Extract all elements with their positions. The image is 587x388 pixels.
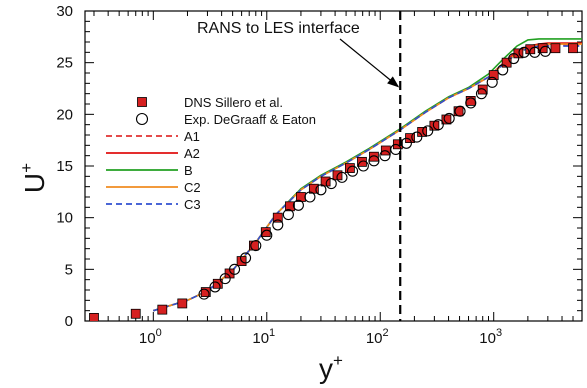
dns-marker	[369, 151, 379, 162]
exp-marker	[304, 191, 316, 203]
exp-marker	[379, 150, 391, 162]
exp-marker	[497, 64, 509, 76]
exp-marker	[315, 184, 327, 196]
legend-label: C3	[184, 197, 201, 212]
annotation-arrow	[339, 38, 399, 87]
x-tick-label: 102	[366, 327, 389, 347]
legend: DNS Sillero et al. Exp. DeGraaff & Eaton A…	[106, 95, 316, 212]
exp-marker	[229, 263, 241, 275]
series-line-b	[153, 38, 582, 312]
x-tick-label: 103	[479, 327, 502, 347]
plot-frame	[84, 10, 583, 322]
exp-marker	[209, 281, 221, 293]
exp-marker	[239, 252, 252, 264]
exp-marker	[432, 119, 444, 131]
legend-label: Exp. DeGraaff & Eaton	[184, 112, 316, 127]
exp-marker	[475, 88, 488, 100]
annotation-text: RANS to LES interface	[197, 20, 360, 37]
dns-marker	[488, 70, 499, 80]
y-axis-title: U+	[17, 163, 50, 193]
y-tick-label: 25	[56, 55, 73, 72]
y-tick-label: 0	[65, 313, 73, 330]
exp-marker	[272, 219, 284, 231]
exp-marker	[292, 199, 304, 211]
exp-marker	[198, 288, 210, 300]
legend-marker-exp	[135, 112, 149, 126]
series-line-a2	[153, 42, 582, 312]
legend-marker-dns	[137, 97, 147, 107]
exp-marker	[465, 97, 477, 109]
series-line-c2	[153, 43, 582, 312]
dns-marker	[200, 287, 211, 297]
axis-labels: U+ y+	[17, 163, 343, 384]
exp-marker	[539, 45, 551, 57]
series-line-a1	[153, 44, 582, 312]
exp-marker	[368, 155, 380, 167]
axis-ticks: 100 101 102 103 0 5 10 15 20 25 30	[56, 3, 583, 347]
dns-marker	[89, 312, 99, 321]
dns-marker	[320, 176, 331, 187]
y-tick-label: 30	[56, 3, 73, 20]
exp-marker	[390, 143, 402, 156]
exp-marker	[454, 105, 466, 117]
dns-marker	[130, 308, 141, 319]
legend-label: B	[184, 163, 193, 178]
dns-marker	[550, 43, 561, 54]
dns-marker	[272, 212, 283, 223]
annotation: RANS to LES interface	[197, 11, 402, 321]
dns-marker	[177, 298, 188, 309]
exp-marker	[219, 273, 231, 285]
exp-marker	[336, 171, 348, 183]
dns-marker	[344, 163, 355, 173]
y-tick-label: 15	[56, 158, 73, 175]
exp-marker	[518, 46, 530, 58]
legend-label: C2	[184, 180, 201, 195]
dns-marker	[157, 304, 168, 315]
exp-marker	[422, 125, 434, 137]
exp-marker	[486, 76, 498, 88]
legend-label: DNS Sillero et al.	[184, 95, 283, 110]
exp-marker	[411, 131, 423, 143]
exp-marker	[250, 240, 262, 252]
y-tick-label: 10	[56, 210, 73, 227]
exp-marker	[443, 112, 455, 125]
exp-marker	[508, 52, 520, 65]
x-axis-title: y+	[319, 351, 343, 384]
y-tick-label: 20	[56, 106, 73, 123]
exp-marker	[346, 165, 359, 177]
x-tick-label: 100	[139, 327, 162, 347]
exp-marker	[529, 46, 541, 58]
dns-marker	[285, 201, 295, 212]
annotation-arrowhead	[387, 76, 400, 88]
exp-marker	[282, 209, 294, 221]
legend-label: A1	[184, 129, 200, 144]
dns-marker	[441, 114, 452, 125]
x-tick-label: 101	[252, 327, 275, 347]
series-markers	[89, 43, 578, 321]
y-tick-label: 5	[65, 261, 73, 278]
exp-marker	[325, 178, 337, 190]
dns-marker	[392, 139, 403, 150]
series-line-c3	[153, 45, 582, 312]
legend-label: A2	[184, 146, 200, 161]
exp-marker	[261, 229, 273, 241]
exp-marker	[357, 160, 369, 172]
series-lines	[153, 38, 582, 312]
exp-marker	[400, 137, 412, 149]
dns-marker	[568, 43, 578, 54]
dns-marker	[212, 278, 223, 289]
